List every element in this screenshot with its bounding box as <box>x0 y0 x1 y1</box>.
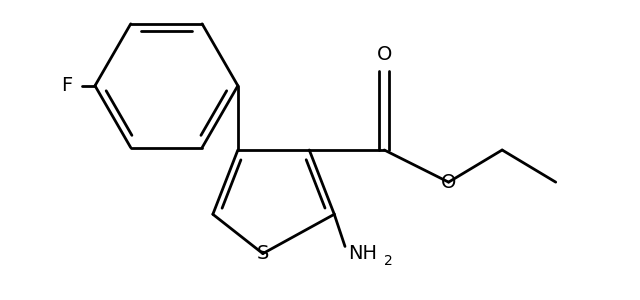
Text: O: O <box>441 172 456 192</box>
Text: F: F <box>61 76 72 95</box>
Text: 2: 2 <box>384 254 393 268</box>
Text: NH: NH <box>349 244 378 263</box>
Text: S: S <box>257 244 269 263</box>
Text: O: O <box>376 45 392 64</box>
